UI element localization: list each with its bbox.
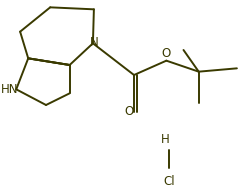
Text: N: N [90, 36, 99, 49]
Text: O: O [162, 48, 171, 61]
Text: Cl: Cl [163, 175, 175, 188]
Text: HN: HN [0, 83, 18, 96]
Text: O: O [124, 105, 133, 118]
Text: H: H [161, 133, 170, 146]
